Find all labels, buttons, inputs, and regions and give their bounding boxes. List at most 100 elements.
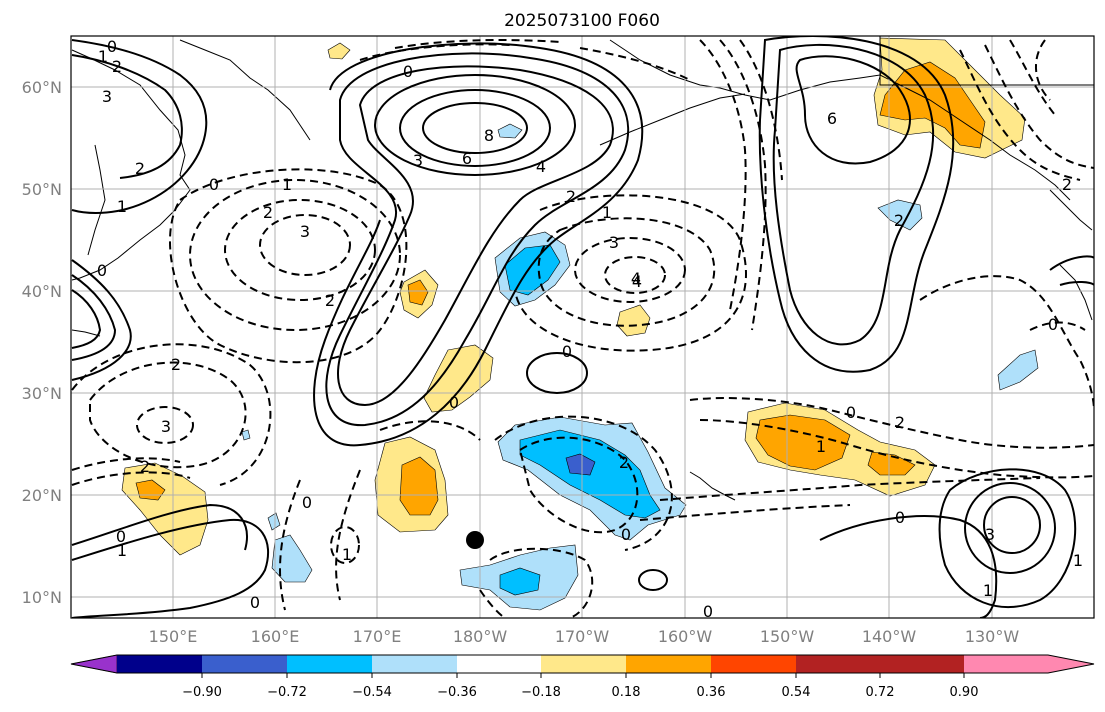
contour-label: 1 <box>342 545 352 564</box>
coastline <box>689 471 736 501</box>
contour-line <box>638 569 668 591</box>
colorbar-label: −0.72 <box>267 685 307 700</box>
contour-label: 2 <box>325 291 335 310</box>
contour-label: 1 <box>117 197 127 216</box>
contour-line <box>772 43 935 346</box>
contour-label: 8 <box>484 126 494 145</box>
coastlines <box>71 39 1093 501</box>
contour-label: 2 <box>619 453 629 472</box>
contour-label: 2 <box>894 211 904 230</box>
contour-label: 2 <box>112 57 122 76</box>
contour-line <box>719 39 767 331</box>
longitude-labels: 150°E 160°E 170°E 180°W 170°W 160°W 150°… <box>149 627 1020 646</box>
coastline <box>1059 264 1093 321</box>
shade-negative <box>267 512 281 531</box>
contour-label: 1 <box>117 541 127 560</box>
contour-line <box>489 547 594 618</box>
contour-line <box>71 457 181 471</box>
contour-line <box>1029 321 1086 331</box>
contour-line <box>330 526 360 564</box>
contour-label: 4 <box>632 272 642 291</box>
contour-line <box>394 39 561 49</box>
shade-negative <box>997 349 1039 391</box>
contour-label: 3 <box>161 417 171 436</box>
coastline <box>1049 189 1093 231</box>
colorbar-label: −0.54 <box>352 685 392 700</box>
contour-line <box>169 168 408 364</box>
contour-label: 0 <box>107 37 117 56</box>
contour-line <box>337 65 614 407</box>
contour-line <box>374 74 576 176</box>
lat-label: 50°N <box>22 180 62 199</box>
contour-line <box>639 504 851 521</box>
contour-label: 1 <box>983 581 993 600</box>
colorbar-segment <box>626 655 711 673</box>
contour-label: 0 <box>562 342 572 361</box>
contour-label: 1 <box>1073 551 1083 570</box>
colorbar-segment <box>880 655 964 673</box>
contour-line <box>699 419 1094 479</box>
black-dot-marker <box>466 531 484 549</box>
lon-label: 130°W <box>965 627 1020 646</box>
contour-label: 0 <box>403 62 413 81</box>
contour-label: 2 <box>263 203 273 222</box>
coastline <box>179 39 311 141</box>
colorbar-segment <box>711 655 796 673</box>
contour-line <box>938 468 1077 609</box>
colorbar-label: 0.72 <box>866 685 895 700</box>
lon-label: 140°W <box>862 627 917 646</box>
contour-label: 3 <box>985 525 995 544</box>
colorbar-segment <box>457 655 541 673</box>
colorbar-segment <box>287 655 372 673</box>
contour-line <box>689 397 1094 449</box>
contour-label: 0 <box>449 393 459 412</box>
figure-title: 2025073100 F060 <box>504 11 660 31</box>
lon-label: 170°E <box>353 627 402 646</box>
lon-label: 160°E <box>251 627 300 646</box>
contour-line <box>1049 255 1094 271</box>
contour-line <box>518 436 639 534</box>
inset-box <box>879 36 1094 86</box>
contour-label: 0 <box>846 403 856 422</box>
contour-line <box>71 471 191 486</box>
shade-negative <box>497 123 523 139</box>
contour-label: 0 <box>895 508 905 527</box>
contour-label: 0 <box>250 593 260 612</box>
contour-line <box>1009 39 1056 116</box>
contour-line <box>984 44 1094 169</box>
contour-line <box>964 482 1056 574</box>
contour-label: 0 <box>1048 315 1058 334</box>
colorbar-segment <box>372 655 457 673</box>
shade-positive-strong <box>867 451 916 476</box>
contour-line <box>659 477 1041 501</box>
colorbar-extend-left <box>70 654 118 674</box>
map-frame <box>70 35 1095 619</box>
contour-label: 1 <box>98 47 108 66</box>
lat-label: 60°N <box>22 78 62 97</box>
contour-line <box>526 352 588 394</box>
lat-label: 10°N <box>22 588 62 607</box>
contour-label: 0 <box>621 525 631 544</box>
colorbar-outline <box>70 654 1095 674</box>
shade-positive-strong <box>879 61 986 149</box>
lat-label: 40°N <box>22 282 62 301</box>
contour-line <box>325 52 630 427</box>
contour-label: 4 <box>536 157 546 176</box>
lon-label: 150°E <box>149 627 198 646</box>
contour-label: 1 <box>602 203 612 222</box>
gridlines <box>71 36 1094 618</box>
contour-line <box>136 406 194 444</box>
shade-negative-strong <box>499 567 541 596</box>
contour-label: 1 <box>282 175 292 194</box>
colorbar-segment <box>541 655 626 673</box>
contour-label: 2 <box>135 159 145 178</box>
contour-label: 0 <box>209 175 219 194</box>
shade-positive-strong <box>407 279 429 306</box>
shade-negative-strongest <box>565 453 596 476</box>
coastline <box>87 144 106 256</box>
coastline <box>609 39 1071 201</box>
coastline <box>599 93 746 146</box>
shade-positive-strong <box>399 456 439 516</box>
contour-label: 4 <box>631 269 641 288</box>
